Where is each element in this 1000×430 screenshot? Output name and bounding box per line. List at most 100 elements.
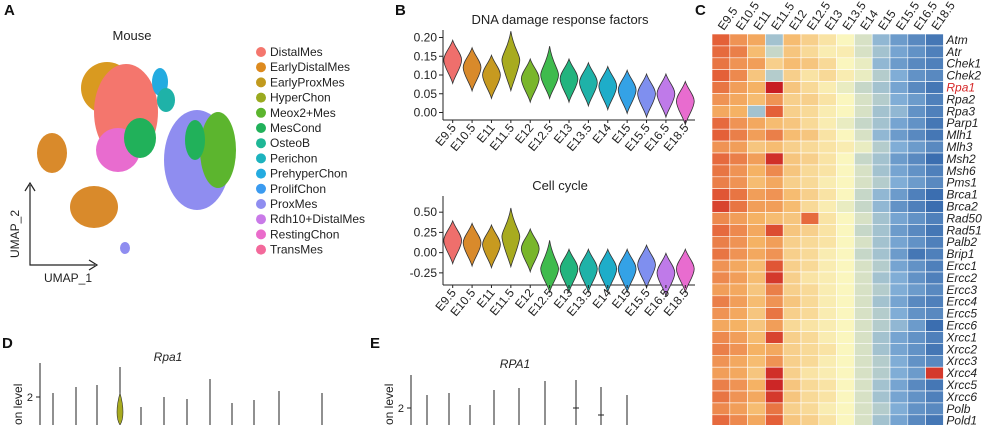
heatmap-cell [871,105,891,118]
heatmap-cell [907,295,926,308]
heatmap-cell [836,176,855,190]
cluster-blob [157,88,175,112]
legend-swatch [256,168,266,179]
heatmap-cell [782,247,802,261]
heatmap-cell [925,57,944,70]
heatmap-cell [854,259,873,273]
heatmap-cell [729,390,748,404]
heatmap-cell [782,414,802,427]
heatmap-cell [907,236,926,249]
heatmap-cell [782,117,802,130]
heatmap-cell [871,224,891,237]
heatmap-cell [729,200,748,213]
panel-c-heatmap: C E9.5 E10.5 E11 E11.5 E12 E12.5 E13 E13.5 E14 E1… [695,0,1000,430]
heatmap-cell [782,188,802,201]
heatmap-cell [836,69,855,82]
heatmap-cell [836,247,855,261]
heatmap-cell [907,33,926,47]
heatmap-row-label: Brca2 [946,200,978,214]
heatmap-cell [871,402,891,416]
panel-label-a: A [4,2,15,19]
heatmap-cell [800,402,820,416]
legend-label: EarlyProxMes [270,75,345,89]
violin-y-tick-label: -0.25 [410,266,438,280]
heatmap-cell [854,247,873,261]
panel-e-rpa1-human: E RPA1 on level 2 [370,335,690,425]
legend-swatch [256,62,266,73]
heatmap-row-label: Xrcc2 [945,342,977,356]
heatmap-cell [729,378,748,392]
heatmap: E9.5E10.5E11E11.5E12E12.5E13E13.5E14E15E… [711,0,982,430]
heatmap-cell [747,259,766,273]
heatmap-cell [818,390,837,404]
heatmap-cell [836,331,855,344]
heatmap-cell [729,343,748,356]
heatmap-cell [836,81,855,94]
heatmap-cell [836,93,855,106]
violin-shape [501,31,521,93]
heatmap-cell [907,331,926,344]
heatmap-cell [907,354,926,368]
umap-clusters [37,62,236,254]
heatmap-row-label: Pold1 [946,414,977,425]
heatmap-cell [836,343,855,356]
heatmap-cell [711,69,731,82]
heatmap-cell [925,283,944,297]
cluster-blob [120,242,130,254]
heatmap-cell [729,164,748,178]
heatmap-row-label: Ercc1 [946,259,977,273]
heatmap-cell [711,402,731,416]
heatmap-cell [818,319,837,332]
heatmap-cell [925,224,944,237]
umap-axes [29,185,95,266]
heatmap-row-label: Xrcc5 [945,378,977,392]
heatmap-cell [854,236,873,249]
heatmap-cell [747,331,766,344]
heatmap-cell [871,117,891,130]
heatmap-cell [729,128,748,142]
heatmap-cell [818,366,837,380]
heatmap-cell [711,188,731,201]
legend-label: ProxMes [270,197,317,211]
heatmap-cell [907,319,926,332]
heatmap-cell [836,117,855,130]
heatmap-cell [711,81,731,94]
heatmap-cell [907,57,926,70]
heatmap-cell [854,33,873,47]
heatmap-cell [871,378,891,392]
heatmap-cell [711,57,731,70]
heatmap-cell [925,81,944,94]
heatmap-cell [782,45,802,59]
violin-2-title: Cell cycle [532,178,588,193]
heatmap-cell [854,69,873,82]
heatmap-row-label: Brca1 [946,188,977,202]
heatmap-cell [925,343,944,356]
heatmap-cell [729,33,748,47]
heatmap-cell [747,343,766,356]
heatmap-cell [925,307,944,320]
heatmap-cell [907,140,926,154]
heatmap-row-label: Atr [945,45,962,59]
violin-x-label: E14 [590,121,615,147]
heatmap-cell [765,331,784,344]
heatmap-row-label: Palb2 [946,235,977,249]
heatmap-cell [818,176,837,190]
heatmap-cell [747,366,766,380]
heatmap-row-label: Ercc3 [946,283,977,297]
heatmap-cell [765,93,784,106]
rpa1-human-violin-plot: RPA1 on level 2 [382,357,628,425]
heatmap-cell [782,236,802,249]
heatmap-cell [729,283,748,297]
heatmap-cell [747,414,766,427]
violin-shape [675,248,695,294]
heatmap-cell [889,331,909,344]
heatmap-cell [818,200,837,213]
legend-swatch [256,214,266,225]
heatmap-cell [907,259,926,273]
heatmap-cell [889,402,909,416]
heatmap-cell [854,176,873,190]
heatmap-cell [782,402,802,416]
heatmap-cell [747,33,766,47]
panel-label-e: E [370,335,381,352]
